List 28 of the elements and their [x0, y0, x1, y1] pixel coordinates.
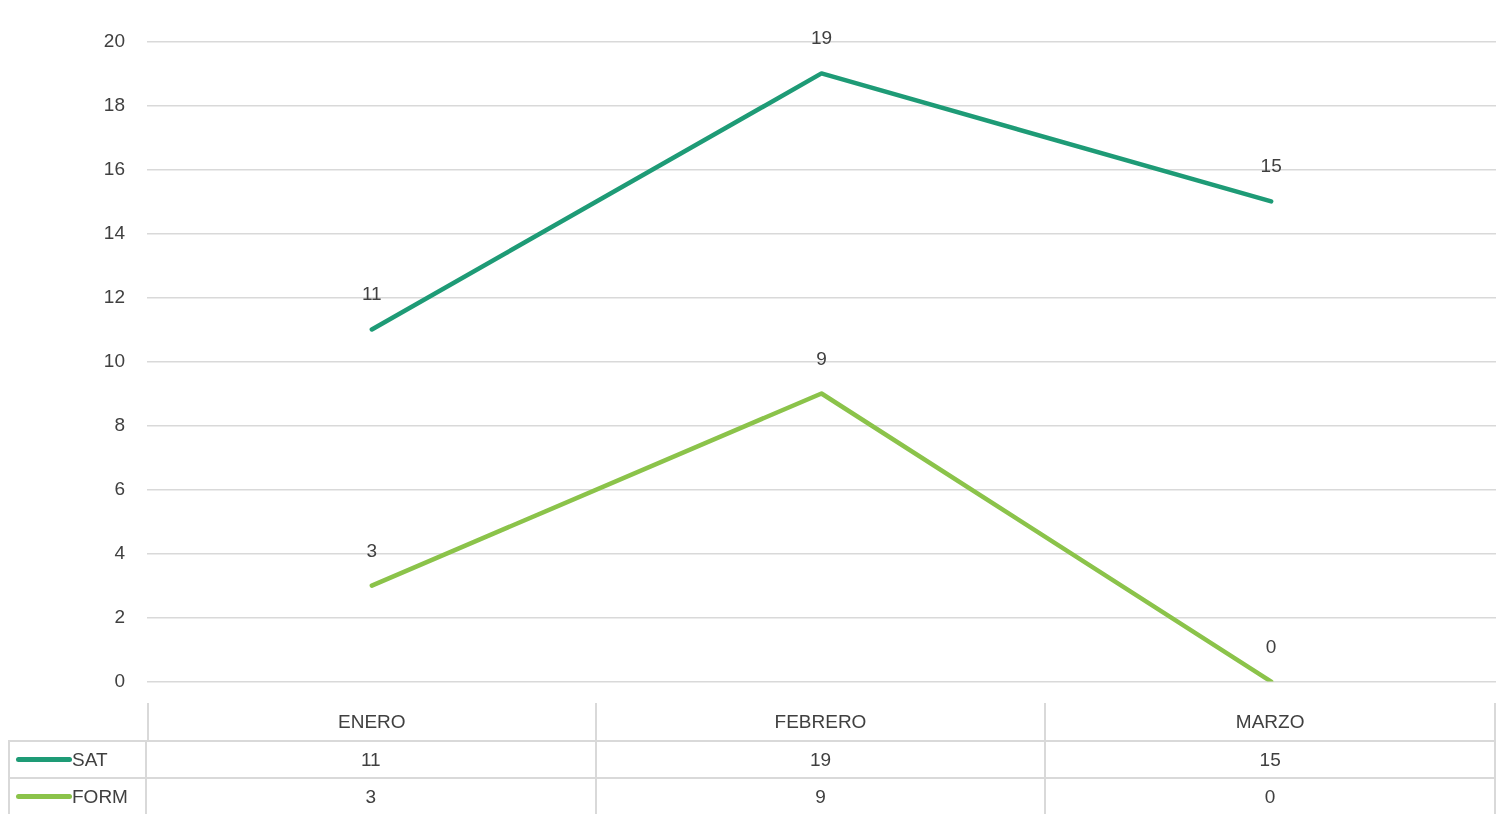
annotation: 11 [360, 283, 383, 306]
data-label: 0 [1046, 777, 1496, 814]
data-label: 9 [596, 777, 1047, 814]
y-tick-label: 8 [114, 413, 125, 435]
annotation: 19 [809, 27, 834, 50]
y-tick-label: 18 [103, 93, 125, 115]
data-label: 11 [147, 740, 597, 777]
y-tick-label: 16 [103, 157, 125, 179]
data-label: 15 [1046, 740, 1496, 777]
annotation: 9 [815, 347, 828, 370]
y-tick-label: 6 [114, 477, 125, 499]
x-tick-label: ENERO [338, 710, 406, 733]
x-tick-label: MARZO [1235, 710, 1305, 733]
annotation: 0 [1264, 635, 1278, 658]
legend-label: FORM [72, 785, 128, 808]
data-label: 19 [596, 740, 1047, 777]
y-tick-label: 20 [103, 29, 125, 51]
y-tick-label: 10 [103, 349, 125, 371]
y-tick-label: 12 [103, 285, 125, 307]
y-tick-label: 0 [114, 669, 125, 691]
y-tick-label: 2 [114, 605, 125, 627]
data-label: 3 [147, 777, 597, 814]
annotation: 15 [1259, 155, 1283, 178]
y-tick-label: 4 [114, 541, 126, 563]
annotation: 3 [365, 539, 379, 562]
x-tick-label: FEBRERO [774, 710, 867, 733]
legend-label: SAT [72, 748, 108, 771]
y-tick-label: 14 [103, 221, 126, 243]
